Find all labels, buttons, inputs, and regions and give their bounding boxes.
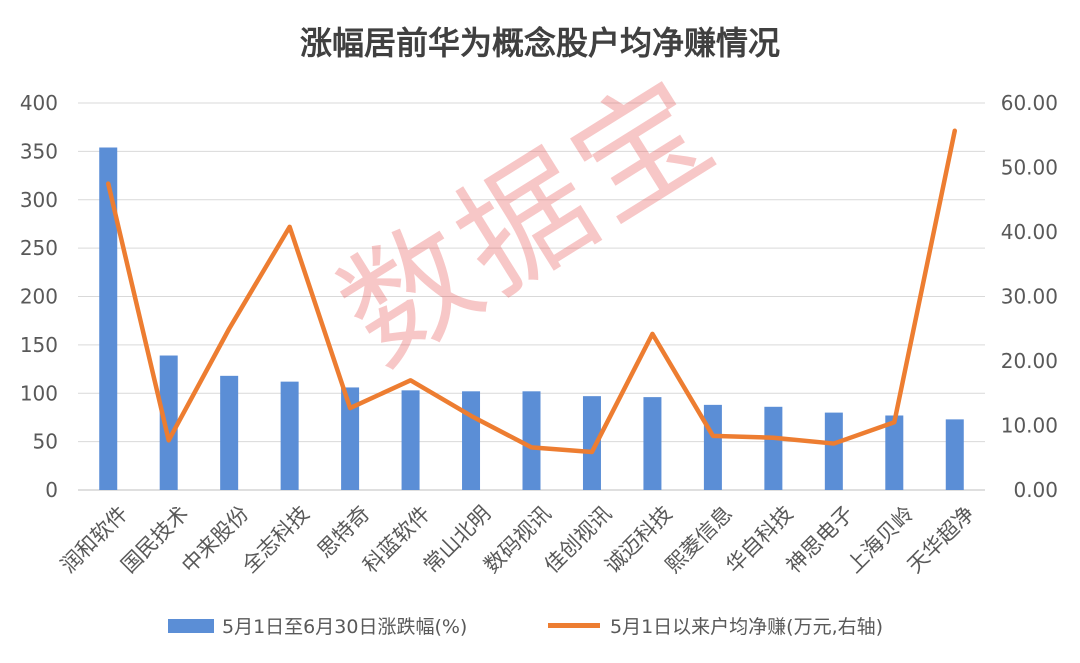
y-left-tick-label: 350	[20, 139, 58, 163]
bar	[764, 406, 783, 490]
bar	[522, 391, 541, 490]
bar	[582, 396, 601, 490]
bar	[824, 412, 843, 490]
bar	[643, 397, 662, 490]
bar	[99, 147, 118, 490]
bar	[220, 375, 239, 490]
y-right-tick-label: 0.00	[1013, 478, 1058, 502]
legend-swatch-bar	[168, 618, 214, 633]
y-left-tick-label: 250	[20, 236, 58, 260]
y-right-tick-label: 40.00	[1001, 220, 1058, 244]
bar	[462, 391, 481, 490]
y-left-tick-label: 300	[20, 188, 58, 212]
legend-item-line: 5月1日以来户均净赚(万元,右轴)	[548, 612, 883, 639]
legend-item-bar: 5月1日至6月30日涨跌幅(%)	[168, 612, 467, 639]
chart-title: 涨幅居前华为概念股户均净赚情况	[299, 24, 780, 62]
bar	[885, 415, 904, 490]
x-tick-label: 全志科技	[238, 501, 314, 577]
y-left-tick-label: 0	[45, 478, 58, 502]
bar	[401, 390, 420, 490]
y-left-tick-label: 50	[33, 430, 58, 454]
legend-label-bar: 5月1日至6月30日涨跌幅(%)	[222, 616, 468, 638]
y-left-tick-label: 200	[20, 285, 58, 309]
legend: 5月1日至6月30日涨跌幅(%) 5月1日以来户均净赚(万元,右轴)	[0, 612, 1080, 642]
y-right-tick-label: 60.00	[1001, 91, 1058, 115]
y-left-tick-label: 100	[20, 381, 58, 405]
bar	[703, 404, 722, 490]
y-right-tick-label: 50.00	[1001, 156, 1058, 180]
y-left-tick-label: 400	[20, 91, 58, 115]
bar	[159, 355, 178, 490]
y-right-tick-label: 10.00	[1001, 414, 1058, 438]
legend-swatch-line	[548, 623, 600, 628]
y-right-tick-label: 30.00	[1001, 285, 1058, 309]
bar	[945, 419, 964, 490]
bar	[341, 387, 360, 490]
x-tick-label: 天华超净	[903, 501, 979, 577]
bar	[280, 381, 299, 490]
y-left-tick-label: 150	[20, 333, 58, 357]
legend-label-line: 5月1日以来户均净赚(万元,右轴)	[610, 616, 884, 638]
y-right-tick-label: 20.00	[1001, 349, 1058, 373]
